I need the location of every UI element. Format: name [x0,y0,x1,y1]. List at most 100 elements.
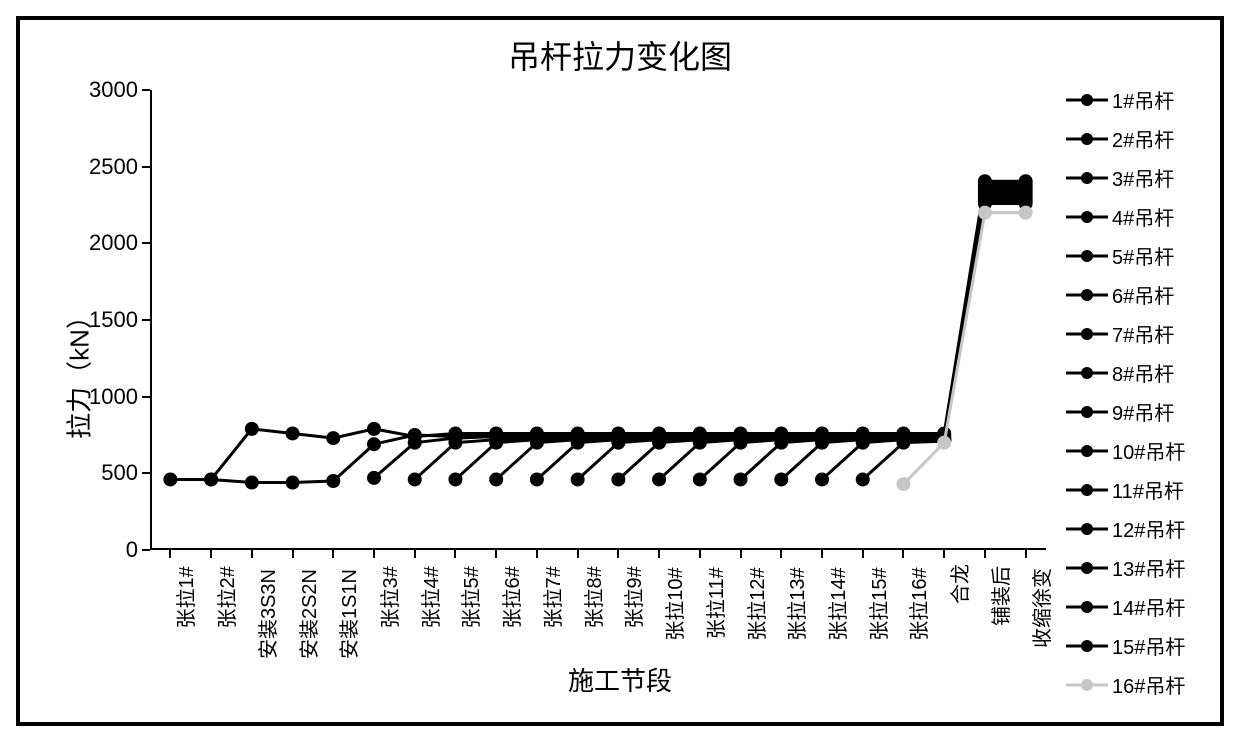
legend-glyph [1066,132,1108,146]
chart-frame: 吊杆拉力变化图 拉力（kN） 050010001500200025003000张… [16,16,1224,726]
x-tick-label: 安装1S1N [333,515,362,605]
legend-label: 11#吊杆 [1112,475,1184,504]
series-marker [1019,206,1033,220]
chart-title: 吊杆拉力变化图 [20,32,1220,78]
plot-svg [150,90,1046,550]
series-marker [815,436,829,450]
y-tick-label: 2500 [89,154,138,180]
x-tick-label: 张拉6# [496,529,525,591]
legend-item: 10#吊杆 [1066,431,1206,470]
series-marker [448,472,462,486]
x-tick-label: 张拉11# [700,524,729,596]
y-tick-label: 2000 [89,230,138,256]
legend-item: 9#吊杆 [1066,392,1206,431]
legend-item: 3#吊杆 [1066,158,1206,197]
series-marker [774,436,788,450]
y-tick-mark [142,549,150,551]
series-marker [408,436,422,450]
x-tick-label: 张拉4# [415,529,444,591]
series-marker [245,422,259,436]
legend-label: 12#吊杆 [1112,514,1185,543]
series-marker [693,472,707,486]
legend-glyph [1066,210,1108,224]
legend-glyph [1066,561,1108,575]
legend-label: 7#吊杆 [1112,319,1174,348]
series-marker [530,472,544,486]
series-marker [611,436,625,450]
legend-label: 6#吊杆 [1112,280,1174,309]
y-tick-label: 1500 [89,307,138,333]
legend-item: 7#吊杆 [1066,314,1206,353]
legend-item: 11#吊杆 [1066,470,1206,509]
series-marker [734,472,748,486]
x-tick-label: 安装3S3N [252,515,281,605]
legend-label: 5#吊杆 [1112,241,1174,270]
legend-label: 3#吊杆 [1112,163,1174,192]
legend-label: 9#吊杆 [1112,397,1174,426]
y-tick-label: 1000 [89,384,138,410]
legend-label: 15#吊杆 [1112,631,1185,660]
legend-item: 2#吊杆 [1066,119,1206,158]
legend-label: 14#吊杆 [1112,592,1185,621]
series-marker [896,477,910,491]
x-tick-label: 张拉16# [903,523,932,596]
legend-label: 10#吊杆 [1112,436,1185,465]
legend-label: 4#吊杆 [1112,202,1174,231]
legend-item: 1#吊杆 [1066,80,1206,119]
legend-item: 6#吊杆 [1066,275,1206,314]
legend-glyph [1066,93,1108,107]
x-tick-label: 张拉12# [741,523,770,596]
y-tick-mark [142,89,150,91]
legend-glyph [1066,639,1108,653]
legend-glyph [1066,678,1108,692]
x-tick-label: 张拉9# [618,529,647,591]
legend-glyph [1066,171,1108,185]
series-marker [978,206,992,220]
x-tick-label: 安装2S2N [293,515,322,605]
legend-label: 8#吊杆 [1112,358,1174,387]
legend-item: 12#吊杆 [1066,509,1206,548]
x-tick-label: 张拉8# [578,529,607,591]
legend-glyph [1066,483,1108,497]
x-axis-label: 施工节段 [20,661,1220,698]
x-tick-label: 张拉13# [781,523,810,596]
legend-glyph [1066,522,1108,536]
legend: 1#吊杆 2#吊杆 3#吊杆 4#吊杆 5#吊杆 6#吊杆 7#吊杆 8#吊杆 9#吊杆 10#吊… [1066,80,1206,704]
series-marker [489,436,503,450]
x-tick-label: 张拉10# [659,523,688,596]
legend-glyph [1066,327,1108,341]
series-marker [367,422,381,436]
series-marker [367,437,381,451]
x-tick-label: 合龙 [944,540,973,580]
y-tick-mark [142,319,150,321]
series-marker [937,436,951,450]
legend-glyph [1066,288,1108,302]
series-marker [571,436,585,450]
x-tick-label: 铺装后 [985,530,1014,590]
series-marker [408,472,422,486]
series-marker [571,472,585,486]
series-marker [815,472,829,486]
legend-item: 14#吊杆 [1066,587,1206,626]
y-tick-mark [142,472,150,474]
series-marker [326,431,340,445]
series-marker [774,472,788,486]
x-tick-label: 张拉2# [211,529,240,591]
series-marker [204,472,218,486]
legend-glyph [1066,405,1108,419]
x-tick-label: 张拉1# [170,529,199,591]
legend-item: 5#吊杆 [1066,236,1206,275]
x-tick-label: 张拉15# [863,523,892,596]
x-tick-label: 张拉5# [455,529,484,591]
x-tick-label: 张拉7# [537,529,566,591]
series-marker [286,426,300,440]
x-tick-label: 收缩徐变 [1026,520,1055,600]
y-axis-line [150,90,152,550]
legend-label: 16#吊杆 [1112,670,1185,699]
legend-glyph [1066,600,1108,614]
legend-glyph [1066,249,1108,263]
legend-label: 1#吊杆 [1112,85,1174,114]
y-tick-mark [142,396,150,398]
legend-label: 2#吊杆 [1112,124,1174,153]
series-marker [489,472,503,486]
